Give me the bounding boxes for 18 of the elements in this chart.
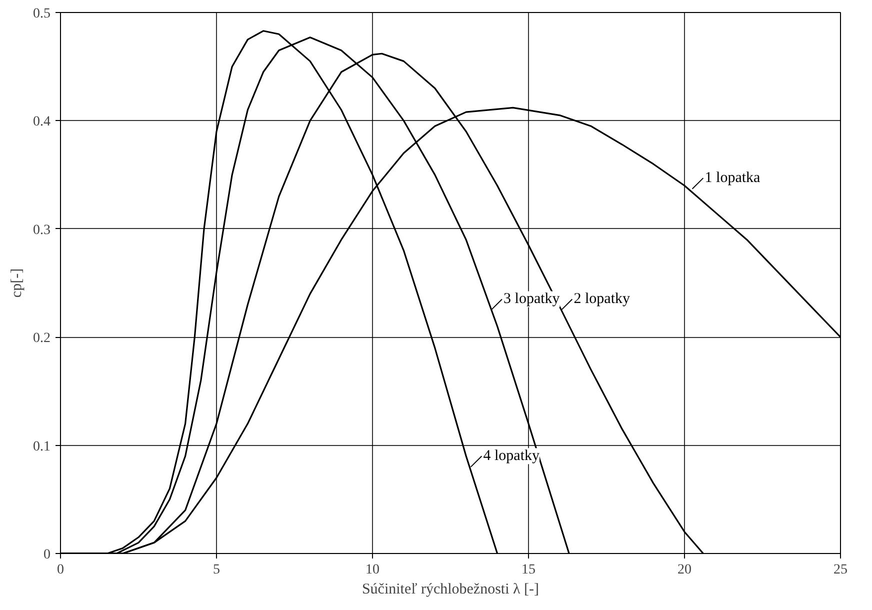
annotation: 1 lopatka [704, 170, 761, 186]
x-tick-label: 20 [678, 562, 692, 578]
x-axis-title: Súčiniteľ rýchlobežnosti λ [-] [362, 582, 540, 598]
y-tick-label: 0.4 [33, 114, 50, 130]
x-tick-label: 15 [522, 562, 536, 578]
annotation: 3 lopatky [504, 291, 560, 308]
y-tick-label: 0 [44, 548, 50, 562]
y-tick-label: 0.1 [33, 439, 50, 454]
annotation: 2 lopatky [574, 291, 630, 308]
y-tick-label: 0.3 [33, 222, 50, 238]
annotation: 4 lopatky [483, 448, 540, 464]
x-tick-label: 10 [366, 562, 380, 578]
y-tick-label: 0.5 [33, 6, 50, 22]
x-tick-label: 25 [834, 562, 848, 578]
y-tick-label: 0.2 [33, 331, 50, 346]
x-tick-label: 0 [57, 562, 64, 578]
y-axis-title: cp[-] [9, 268, 25, 298]
x-tick-label: 5 [213, 562, 220, 578]
